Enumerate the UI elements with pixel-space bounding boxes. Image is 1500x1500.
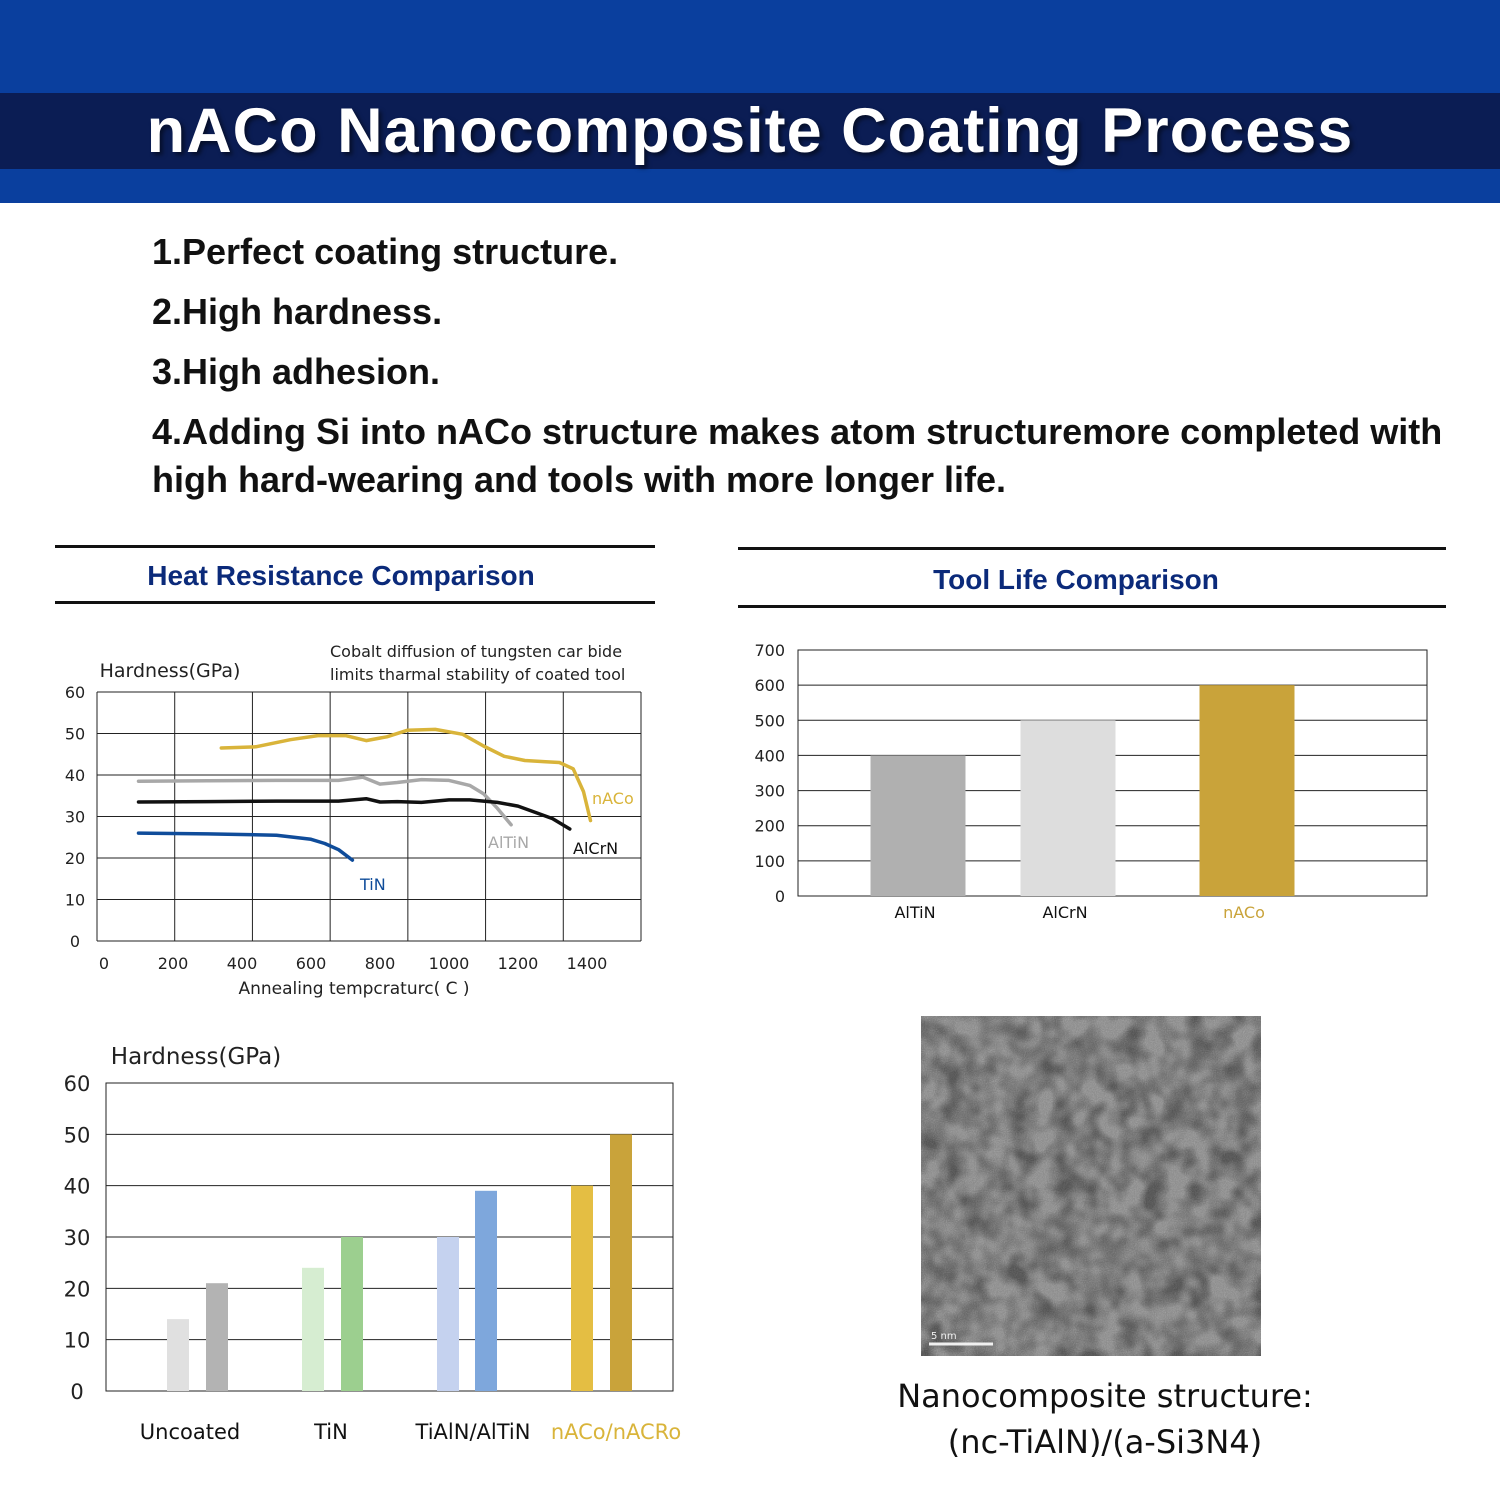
bar-low [571,1185,593,1391]
y-axis-label: Hardness(GPa) [100,660,241,682]
annotation-line: limits tharmal stability of coated tool [330,665,625,684]
caption-line: (nc-TiAlN)/(a-Si3N4) [947,1423,1263,1461]
heat-section-title: Heat Resistance Comparison [147,560,535,591]
y-tick-label: 400 [754,746,785,765]
y-tick-label: 500 [754,711,785,730]
section-rule [738,547,1446,550]
category-label: AlTiN [894,903,935,922]
y-tick-label: 10 [64,1329,91,1353]
y-tick-label: 50 [65,725,85,744]
x-axis-label: Annealing tempcraturc( C ) [238,979,469,999]
category-label: TiN [313,1420,348,1444]
x-tick-label: 400 [227,954,258,973]
category-label: Uncoated [140,1420,240,1444]
bar-low [167,1319,189,1391]
series-line-alcrn [136,796,572,831]
series-line-tin [136,831,355,862]
x-tick-label: 800 [365,954,396,973]
y-tick-label: 600 [754,676,785,695]
y-tick-label: 60 [65,683,85,702]
feature-list: 1.Perfect coating structure. 2.High hard… [152,228,1452,516]
caption-line: Nanocomposite structure: [897,1377,1313,1415]
x-tick-label: 200 [158,954,189,973]
section-rule [738,605,1446,608]
y-tick-label: 100 [754,852,785,871]
y-tick-label: 20 [64,1277,91,1301]
y-axis-label: Hardness(GPa) [111,1044,281,1070]
header-banner: nACo Nanocomposite Coating Process [0,0,1500,203]
x-tick-label: 1200 [498,954,539,973]
section-rule [55,601,655,604]
annotation-line: Cobalt diffusion of tungsten car bide [330,642,622,661]
series-label: AlCrN [573,839,618,858]
feature-item: 1.Perfect coating structure. [152,231,619,272]
bar-alcrn [1020,720,1116,896]
y-tick-label: 0 [70,932,80,951]
x-tick-label: 1400 [567,954,608,973]
y-tick-label: 30 [65,808,85,827]
bar-low [437,1237,459,1391]
x-tick-label: 1000 [429,954,470,973]
title-band: nACo Nanocomposite Coating Process [0,93,1500,169]
category-label: TiAlN/AlTiN [415,1420,531,1444]
feature-item: 4.Adding Si into nACo structure makes at… [152,411,1443,500]
series-line-naco [219,727,593,823]
series-label: nACo [592,789,634,808]
x-tick-label: 0 [99,954,109,973]
bar-high [341,1237,363,1391]
feature-item: 2.High hardness. [152,291,443,332]
bar-high [610,1134,632,1391]
y-tick-label: 10 [65,891,85,910]
series-label: AlTiN [488,833,529,852]
bar-low [302,1267,324,1391]
y-tick-label: 200 [754,817,785,836]
micrograph-image: 5 nm [921,1016,1261,1356]
series-line-altin [136,775,513,827]
feature-item: 3.High adhesion. [152,351,441,392]
section-rule [55,545,655,548]
y-tick-label: 20 [65,849,85,868]
series-label: TiN [359,875,386,894]
bar-naco [1199,685,1295,896]
scale-label: 5 nm [931,1331,957,1342]
micrograph-texture: 5 nm [921,1016,1261,1356]
y-tick-label: 60 [64,1072,91,1096]
hardness-chart: 0 10 20 30 40 50 60 Hardness(GPa) Uncoated TiN TiA… [64,1044,682,1444]
tool-life-chart: 0 100 200 300 400 500 600 700 AlTiN AlCrN nACo [754,641,1428,922]
y-tick-label: 0 [775,887,785,906]
y-tick-label: 0 [70,1380,83,1404]
y-tick-label: 300 [754,782,785,801]
bar-high [206,1283,228,1391]
y-tick-label: 50 [64,1123,91,1147]
category-label: AlCrN [1042,903,1087,922]
category-label: nACo [1223,903,1265,922]
bar-altin [870,755,966,896]
y-tick-label: 30 [64,1226,91,1250]
tool-section-title: Tool Life Comparison [933,564,1219,595]
y-tick-label: 40 [65,766,85,785]
y-tick-label: 700 [754,641,785,660]
category-label: nACo/nACRo [551,1420,681,1444]
x-tick-label: 600 [296,954,327,973]
micrograph-caption: Nanocomposite structure: (nc-TiAlN)/(a-S… [850,1373,1360,1465]
page-title: nACo Nanocomposite Coating Process [146,96,1354,166]
bar-high [475,1190,497,1391]
y-tick-label: 40 [64,1175,91,1199]
